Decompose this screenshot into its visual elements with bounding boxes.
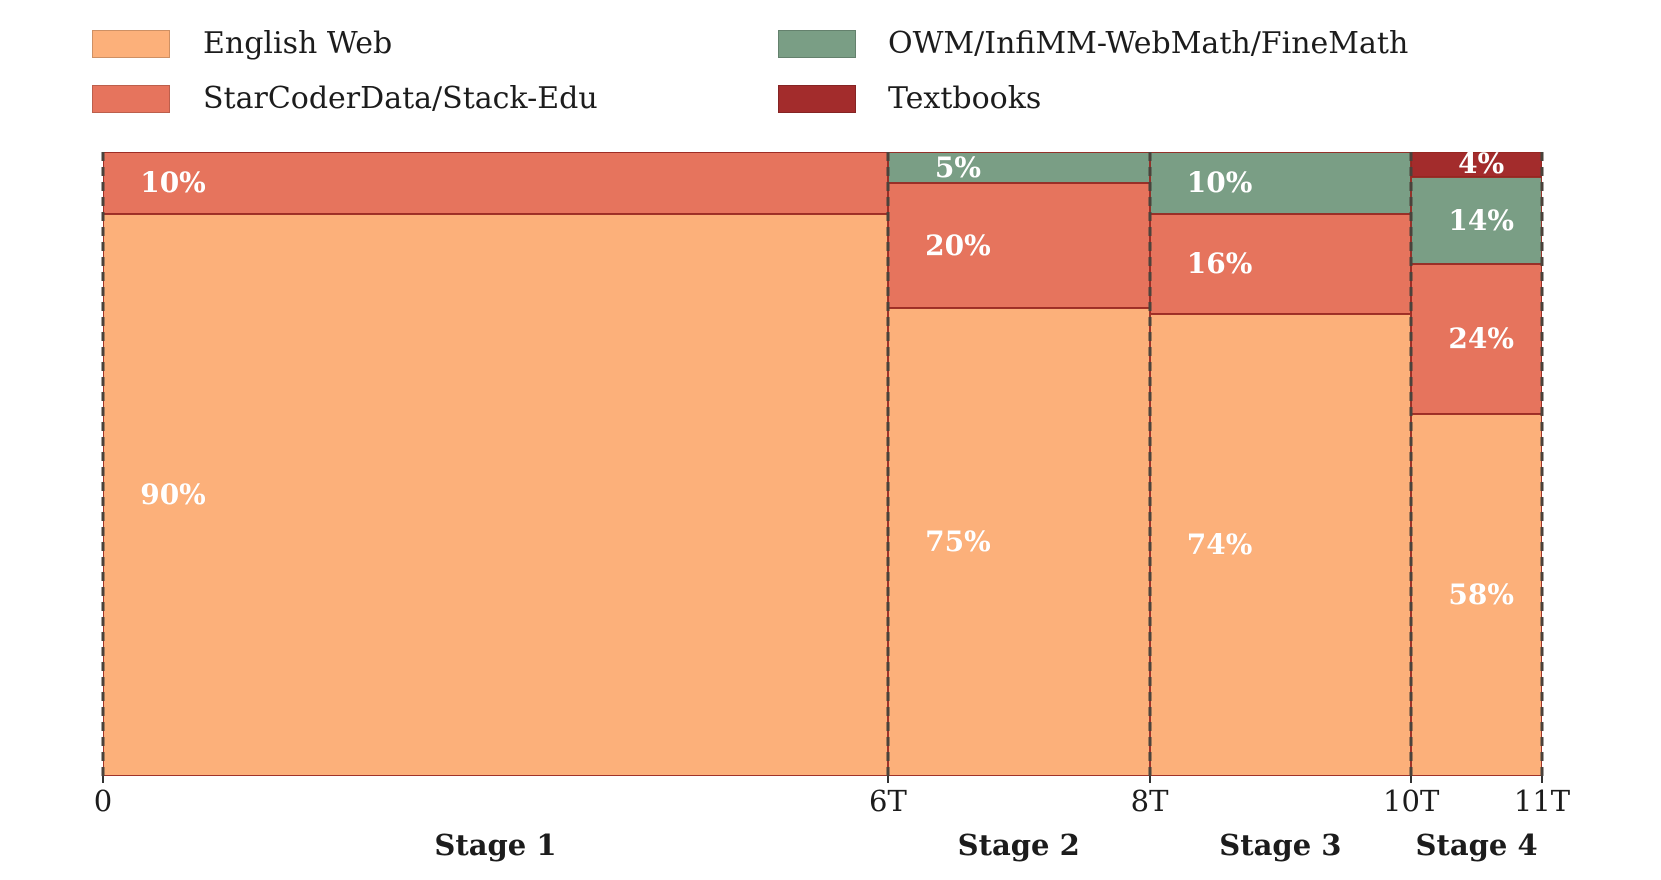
x-axis-tick-10t xyxy=(1410,776,1413,783)
legend-label-owm-infimm-webmath-finemath: OWM/InfiMM-WebMath/FineMath xyxy=(888,26,1409,61)
segment-stage-1-starcoderdata-stack-edu xyxy=(103,152,888,215)
x-axis-tick-11t xyxy=(1541,776,1543,783)
legend-swatch-english-web xyxy=(92,30,170,58)
stage-label-stage-3: Stage 3 xyxy=(1219,828,1342,862)
legend-swatch-owm-infimm-webmath-finemath xyxy=(778,30,856,58)
boundary-dashed-line-11t xyxy=(1540,152,1544,776)
segment-label-stage-4-owm-infimm-webmath-finemath: 14% xyxy=(1448,203,1514,237)
segment-stage-4-textbooks xyxy=(1411,152,1542,177)
boundary-dashed-line-0 xyxy=(101,152,105,776)
stage-column-stage-4: 4% 14% 24% 58% xyxy=(1411,147,1542,776)
boundary-dashed-line-10t xyxy=(1409,152,1413,776)
segment-stage-4-owm-infimm-webmath-finemath xyxy=(1411,176,1542,265)
segment-stage-3-owm-infimm-webmath-finemath xyxy=(1149,152,1412,215)
segment-label-stage-4-english-web: 58% xyxy=(1448,578,1514,612)
legend-label-textbooks: Textbooks xyxy=(888,81,1042,116)
segment-label-stage-1-starcoderdata-stack-edu: 10% xyxy=(140,166,206,200)
stage-column-stage-2: 5% 20% 75% xyxy=(887,150,1150,776)
x-axis-tick-6t xyxy=(886,776,889,783)
boundary-dashed-line-6t xyxy=(886,152,890,776)
segment-stage-3-english-web xyxy=(1149,314,1412,776)
segment-label-stage-3-english-web: 74% xyxy=(1186,528,1253,562)
legend-label-english-web: English Web xyxy=(203,26,393,61)
segment-label-stage-4-starcoderdata-stack-edu: 24% xyxy=(1448,322,1514,356)
segment-label-stage-2-english-web: 75% xyxy=(925,525,991,558)
segment-label-stage-2-starcoderdata-stack-edu: 20% xyxy=(925,228,991,262)
legend-swatch-starcoderdata-stack-edu xyxy=(92,85,170,113)
segment-stage-3-starcoderdata-stack-edu xyxy=(1149,214,1412,315)
segment-label-stage-2-owm-infimm-webmath-finemath: 5% xyxy=(934,150,981,184)
x-axis-tick-0 xyxy=(102,776,104,783)
segment-label-stage-3-starcoderdata-stack-edu: 16% xyxy=(1186,247,1253,281)
segment-stage-4-starcoderdata-stack-edu xyxy=(1411,264,1542,415)
segment-label-stage-3-owm-infimm-webmath-finemath: 10% xyxy=(1186,166,1253,200)
x-tick-label-10t: 10T xyxy=(1383,784,1440,818)
x-tick-label-8t: 8T xyxy=(1130,784,1169,818)
stage-label-stage-1: Stage 1 xyxy=(434,828,557,862)
segment-stage-2-starcoderdata-stack-edu xyxy=(887,183,1150,308)
x-axis-tick-8t xyxy=(1148,776,1151,783)
stage-column-stage-3: 10% 16% 74% xyxy=(1149,152,1412,776)
x-tick-label-6t: 6T xyxy=(869,784,907,818)
stage-label-stage-2: Stage 2 xyxy=(957,828,1080,862)
legend-swatch-textbooks xyxy=(778,85,856,113)
x-tick-label-11t: 11T xyxy=(1513,784,1571,818)
plot-area: 10% 90% Stage 1 5% 20% 75% Stage 2 10% 16% 74% Sta… xyxy=(94,147,1570,861)
boundary-dashed-line-8t xyxy=(1148,152,1152,776)
segment-label-stage-1-english-web: 90% xyxy=(140,478,206,512)
segment-stage-1-english-web xyxy=(103,214,888,776)
segment-label-stage-4-textbooks: 4% xyxy=(1458,147,1505,181)
stage-column-stage-1: 10% 90% xyxy=(103,152,888,776)
x-tick-label-0: 0 xyxy=(93,784,113,818)
stage-label-stage-4: Stage 4 xyxy=(1415,828,1538,862)
segment-stage-2-owm-infimm-webmath-finemath xyxy=(887,152,1150,184)
legend-label-starcoderdata-stack-edu: StarCoderData/Stack-Edu xyxy=(203,81,598,116)
